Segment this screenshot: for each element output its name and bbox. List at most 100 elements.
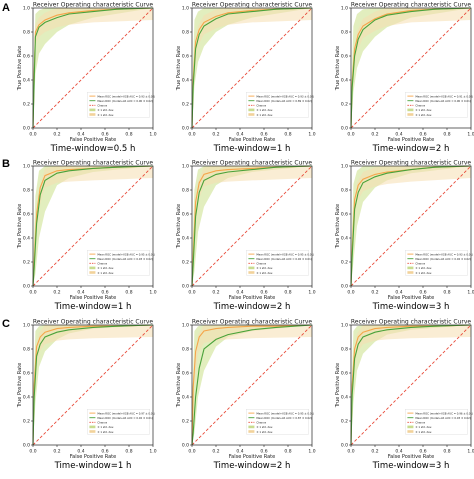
chance-line [191, 324, 313, 446]
x-tick-label: 0.4 [236, 290, 243, 296]
roc-curve-lr [350, 324, 472, 446]
roc-panel-8: Receiver Operating characteristic Curve 0… [176, 319, 316, 472]
panel-title: Receiver Operating characteristic Curve [33, 319, 154, 326]
x-tick-label: 1.0 [467, 449, 474, 455]
y-tick-label: 0.8 [182, 30, 189, 36]
y-tick-label: 0.4 [341, 78, 348, 84]
y-tick-label: 0.8 [341, 188, 348, 194]
panel-caption: Time-window=2 h [213, 461, 291, 471]
legend-box [246, 409, 309, 435]
x-tick-label: 0.4 [77, 449, 84, 455]
roc-panel-3: Receiver Operating characteristic Curve 0… [335, 2, 474, 155]
y-tick-label: 0.4 [182, 395, 189, 401]
legend-swatch [407, 271, 414, 274]
roc-curve-xgb [350, 324, 472, 446]
y-axis-label: True Positive Rate [17, 204, 23, 250]
row-label-b: B [2, 158, 10, 170]
x-tick-label: 0.4 [77, 132, 84, 138]
y-tick-label: 0.2 [182, 260, 189, 266]
y-tick-label: 1.0 [341, 6, 348, 12]
x-tick-label: 0.2 [212, 132, 219, 138]
x-axis-label: False Positive Rate [388, 295, 434, 301]
x-tick-label: 0.2 [53, 290, 60, 296]
legend-entry: Mean ROC (model+XGB AUC = 0.95 ± 0.01) [256, 411, 314, 415]
x-tick-label: 0.6 [101, 449, 108, 455]
legend-entry: Chance [415, 421, 425, 425]
legend-swatch [89, 425, 96, 429]
x-tick-label: 0.2 [371, 449, 378, 455]
legend-swatch [248, 108, 255, 112]
plot-frame [350, 7, 472, 129]
x-tick-label: 0.8 [125, 449, 132, 455]
y-tick-label: 0.6 [23, 212, 30, 218]
x-tick-label: 0.8 [125, 290, 132, 296]
roc-curve-lr [350, 7, 472, 129]
y-axis-label: True Positive Rate [335, 204, 341, 250]
y-tick-label: 1.0 [182, 164, 189, 170]
y-tick-label: 1.0 [341, 323, 348, 329]
y-tick-label: 1.0 [23, 164, 30, 170]
y-tick-label: 0.8 [23, 188, 30, 194]
x-tick-label: 0.6 [260, 290, 267, 296]
x-tick-label: 0.0 [29, 132, 36, 138]
row-label-c: C [2, 318, 10, 330]
x-tick-label: 0.6 [419, 449, 426, 455]
x-tick-label: 0.8 [284, 132, 291, 138]
legend-swatch [248, 430, 255, 433]
panel-title: Receiver Operating characteristic Curve [192, 160, 313, 167]
roc-curve-xgb [191, 324, 313, 446]
y-tick-label: 0.8 [23, 347, 30, 353]
chance-line [350, 324, 472, 446]
legend-entry: ± 1 std. dev. [256, 113, 273, 117]
legend-entry: Mean ROC (model+LR AUC = 0.89 ± 0.02) [256, 99, 311, 103]
y-tick-label: 0.2 [23, 102, 30, 108]
x-tick-label: 0.6 [419, 132, 426, 138]
x-tick-label: 0.4 [395, 290, 402, 296]
y-tick-label: 0.4 [23, 395, 30, 401]
legend-entry: Mean ROC (model+XGB AUC = 0.93 ± 0.01) [415, 252, 473, 256]
x-tick-label: 0.8 [284, 290, 291, 296]
chance-line [191, 7, 313, 129]
y-tick-label: 0.6 [182, 54, 189, 60]
plot-frame [32, 165, 154, 287]
x-tick-label: 0.2 [371, 132, 378, 138]
chance-line [32, 324, 154, 446]
y-tick-label: 0.0 [182, 284, 189, 290]
legend-entry: ± 1 std. dev. [97, 425, 114, 429]
y-axis-label: True Positive Rate [176, 204, 182, 250]
y-tick-label: 0.6 [341, 371, 348, 377]
legend-swatch [248, 271, 255, 274]
x-tick-label: 0.0 [347, 449, 354, 455]
y-tick-label: 0.4 [182, 236, 189, 242]
x-tick-label: 1.0 [467, 290, 474, 296]
legend-entry: ± 1 std. dev. [256, 271, 273, 275]
y-tick-label: 1.0 [23, 6, 30, 12]
plot-frame [32, 324, 154, 446]
y-tick-label: 0.4 [23, 78, 30, 84]
y-axis-label: True Positive Rate [176, 46, 182, 92]
y-tick-label: 1.0 [182, 6, 189, 12]
roc-curve-xgb [191, 165, 313, 287]
y-tick-label: 0.6 [182, 212, 189, 218]
panel-title: Receiver Operating characteristic Curve [351, 319, 472, 326]
legend-entry: Mean ROC (model+XGB AUC = 0.93 ± 0.02) [97, 94, 155, 98]
roc-panel-4: Receiver Operating characteristic Curve 0… [17, 160, 157, 313]
legend-entry: Chance [97, 104, 107, 108]
panel-title: Receiver Operating characteristic Curve [192, 2, 313, 9]
legend-entry: Mean ROC (model+XGB AUC = 0.95 ± 0.01) [97, 252, 155, 256]
y-tick-label: 0.6 [341, 212, 348, 218]
x-tick-label: 0.2 [212, 449, 219, 455]
roc-curve-lr [32, 7, 154, 129]
x-tick-label: 0.6 [260, 449, 267, 455]
y-tick-label: 0.4 [341, 236, 348, 242]
roc-curve-lr [191, 324, 313, 446]
roc-panel-2: Receiver Operating characteristic Curve 0… [176, 2, 316, 155]
panel-caption: Time-window=1 h [213, 144, 291, 154]
panel-title: Receiver Operating characteristic Curve [33, 2, 154, 9]
y-tick-label: 0.6 [341, 54, 348, 60]
plot-frame [32, 7, 154, 129]
y-tick-label: 0.0 [23, 284, 30, 290]
y-tick-label: 0.6 [23, 54, 30, 60]
y-tick-label: 0.0 [23, 443, 30, 449]
